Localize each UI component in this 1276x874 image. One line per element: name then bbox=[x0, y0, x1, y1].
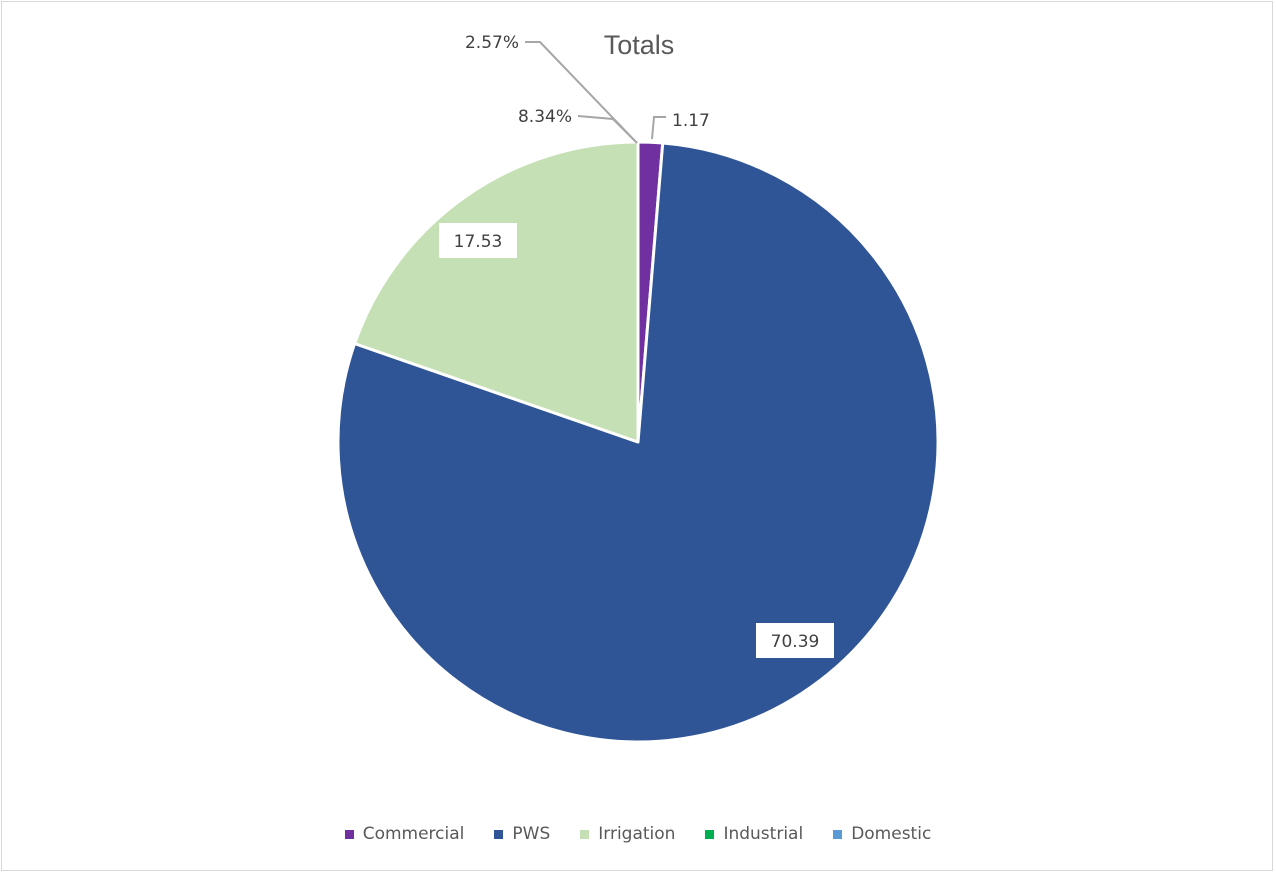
legend-swatch-irrigation bbox=[580, 829, 590, 839]
legend-label-industrial: Industrial bbox=[723, 824, 804, 844]
pie-slices bbox=[336, 140, 940, 744]
data-label-commercial: 1.17 bbox=[672, 111, 710, 131]
legend-label-commercial: Commercial bbox=[362, 824, 465, 844]
data-label-irrigation: 17.53 bbox=[454, 232, 503, 252]
pie-slice-irrigation bbox=[353, 140, 640, 444]
data-label-industrial: 8.34% bbox=[518, 107, 572, 127]
legend-swatch-commercial bbox=[344, 829, 354, 839]
data-label-pws: 70.39 bbox=[771, 632, 820, 652]
legend-item-domestic: Domestic bbox=[833, 824, 931, 844]
legend-label-irrigation: Irrigation bbox=[598, 824, 676, 844]
chart-title: Totals bbox=[604, 30, 675, 60]
data-label-domestic: 2.57% bbox=[465, 33, 519, 53]
data-label-box-pws bbox=[756, 623, 834, 658]
leader-line-domestic bbox=[525, 41, 638, 144]
legend: Commercial PWS Irrigation Industrial Dom… bbox=[0, 824, 1276, 844]
legend-label-pws: PWS bbox=[512, 824, 551, 844]
legend-item-commercial: Commercial bbox=[344, 824, 465, 844]
legend-item-irrigation: Irrigation bbox=[580, 824, 675, 844]
leader-line-industrial bbox=[577, 115, 638, 144]
legend-item-industrial: Industrial bbox=[705, 824, 803, 844]
legend-swatch-industrial bbox=[705, 829, 715, 839]
legend-swatch-pws bbox=[494, 829, 504, 839]
data-label-box-irrigation bbox=[439, 223, 517, 258]
leader-lines bbox=[525, 41, 666, 144]
legend-item-pws: PWS bbox=[494, 824, 550, 844]
leader-line-commercial bbox=[651, 116, 666, 140]
legend-swatch-domestic bbox=[833, 829, 843, 839]
legend-label-domestic: Domestic bbox=[851, 824, 932, 844]
data-labels: 1.17 70.39 17.53 8.34% 2.57% bbox=[439, 33, 834, 658]
